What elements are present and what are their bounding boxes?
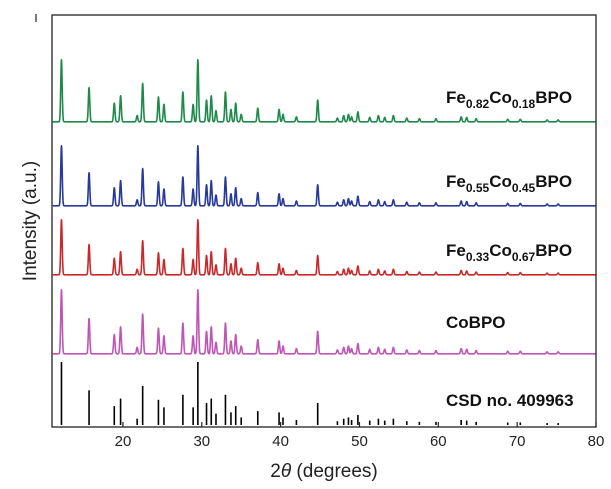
x-tick-label: 20 xyxy=(115,433,132,450)
reference-sticks xyxy=(60,362,559,425)
series-label-part: 0.18 xyxy=(512,97,536,111)
x-tick-label: 30 xyxy=(193,433,210,450)
x-axis-label-prefix: 2 xyxy=(270,461,281,482)
series-label-part: BPO xyxy=(535,88,572,107)
x-tick-label: 60 xyxy=(430,433,447,450)
series-label-part: CoBPO xyxy=(446,313,506,332)
series-label-part: Co xyxy=(489,88,512,107)
series-label: Fe0.33Co0.67BPO xyxy=(446,241,572,264)
series-label: CoBPO xyxy=(446,313,506,332)
x-axis-label: 2θ (degrees) xyxy=(270,461,378,482)
series-label: Fe0.82Co0.18BPO xyxy=(446,88,572,111)
x-axis-ticks: 20 30 40 50 60 70 80 xyxy=(115,422,605,450)
series-label-part: Fe xyxy=(446,241,466,260)
x-tick-label: 70 xyxy=(509,433,526,450)
series-line xyxy=(52,145,597,207)
series-label: Fe0.55Co0.45BPO xyxy=(446,172,572,195)
series-label-part: CSD no. 409963 xyxy=(446,391,574,410)
series-label-part: Co xyxy=(489,172,512,191)
series-label-part: Co xyxy=(489,241,512,260)
series-line xyxy=(52,289,597,355)
series-label-part: Fe xyxy=(446,88,466,107)
x-tick-label: 40 xyxy=(272,433,289,450)
series-line xyxy=(52,59,597,123)
series-labels: Fe0.82Co0.18BPOFe0.55Co0.45BPOFe0.33Co0.… xyxy=(446,88,574,410)
plot-area xyxy=(52,59,597,425)
series-line xyxy=(52,219,597,276)
x-tick-label: 80 xyxy=(588,433,605,450)
series-label-part: BPO xyxy=(535,241,572,260)
x-axis-label-theta: θ xyxy=(281,461,292,482)
y-axis-label: Intensity (a.u.) xyxy=(20,161,41,281)
plot-frame xyxy=(51,14,597,428)
x-tick-label: 50 xyxy=(351,433,368,450)
series-label-part: BPO xyxy=(535,172,572,191)
series-label-part: 0.82 xyxy=(466,97,490,111)
series-label-part: Fe xyxy=(446,172,466,191)
series-label-part: 0.55 xyxy=(466,181,490,195)
series-label-part: 0.33 xyxy=(466,250,490,264)
series-label-part: 0.67 xyxy=(512,250,536,264)
x-axis-label-suffix: (degrees) xyxy=(291,461,378,482)
series-label: CSD no. 409963 xyxy=(446,391,574,410)
series-label-part: 0.45 xyxy=(512,181,536,195)
